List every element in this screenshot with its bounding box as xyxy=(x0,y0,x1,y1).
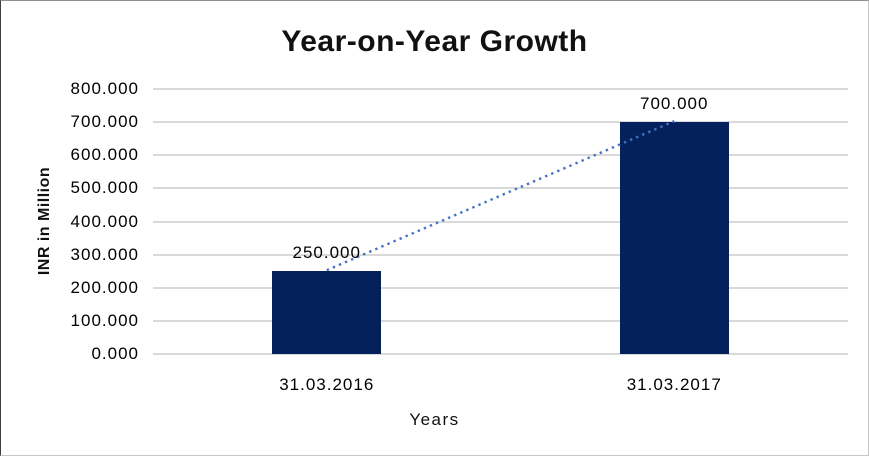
y-axis-tick-label: 600.000 xyxy=(70,145,139,165)
data-label: 250.000 xyxy=(292,243,361,263)
gridline xyxy=(153,187,848,190)
gridline xyxy=(153,286,848,289)
x-axis-title: Years xyxy=(409,410,460,429)
y-axis-tick-label: 400.000 xyxy=(70,211,139,231)
chart-title: Year-on-Year Growth xyxy=(281,25,588,58)
y-axis-tick-label: 500.000 xyxy=(70,178,139,198)
y-axis-title: INR in Million xyxy=(36,166,53,276)
y-axis-tick-label: 700.000 xyxy=(70,112,139,132)
y-axis-tick-label: 200.000 xyxy=(70,277,139,297)
gridline xyxy=(153,121,848,124)
gridline xyxy=(153,220,848,223)
y-axis-tick-label: 0.000 xyxy=(91,344,139,363)
x-axis-tick-label: 31.03.2017 xyxy=(626,375,722,394)
y-axis-tick-label: 800.000 xyxy=(70,79,139,98)
x-axis-tick-label: 31.03.2016 xyxy=(279,375,375,394)
gridline xyxy=(153,319,848,322)
data-label: 700.000 xyxy=(640,94,709,114)
y-axis-tick-label: 300.000 xyxy=(70,244,139,264)
bar-31.03.2017 xyxy=(619,122,729,354)
gridline xyxy=(153,353,848,355)
y-axis-tick-label: 100.000 xyxy=(70,310,139,330)
bar-31.03.2016 xyxy=(272,271,382,354)
gridline xyxy=(153,154,848,157)
gridline xyxy=(153,88,848,90)
